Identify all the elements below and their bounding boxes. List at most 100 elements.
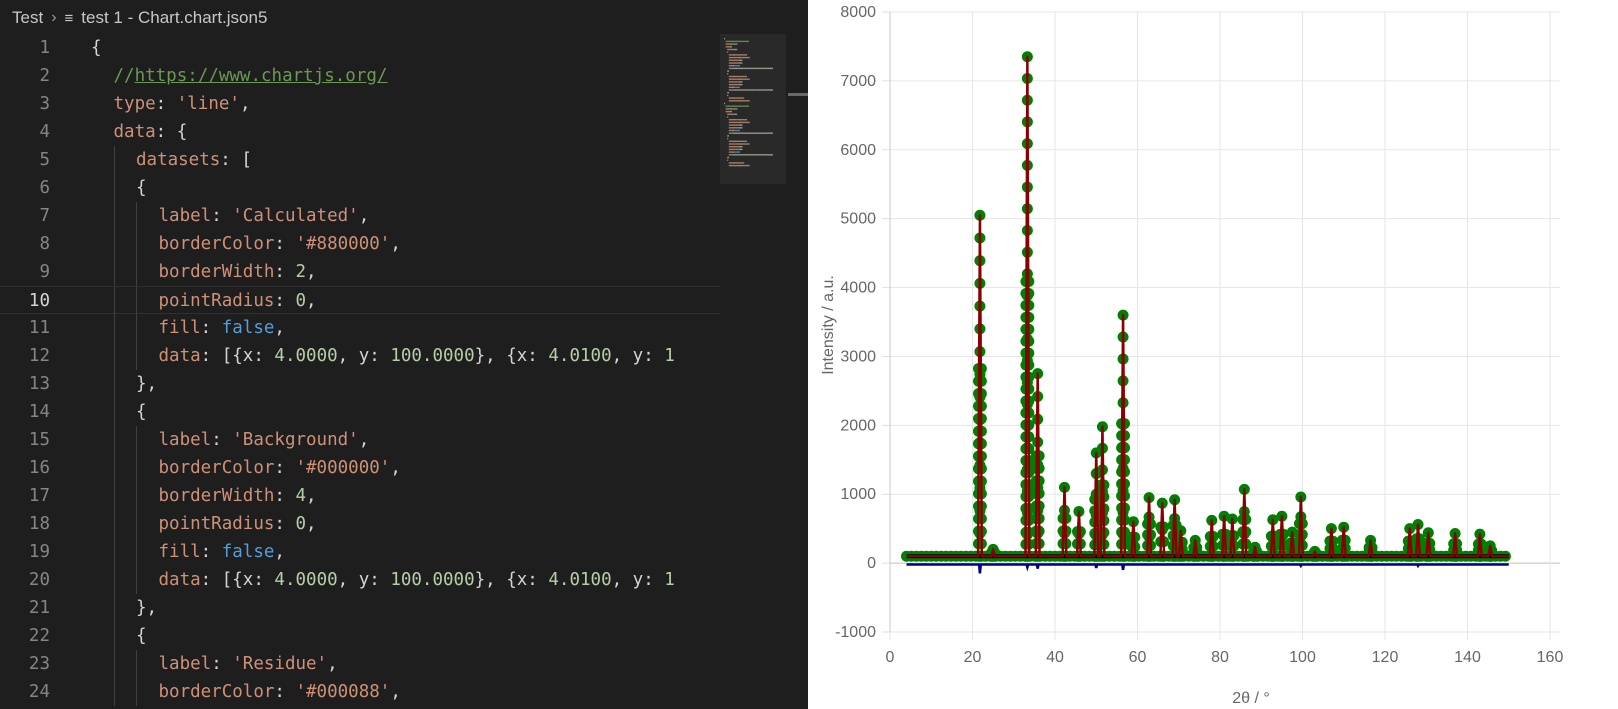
y-tick-label: 4000 bbox=[840, 280, 876, 297]
code-line[interactable]: 14 { bbox=[0, 398, 720, 426]
minimap-token bbox=[738, 132, 745, 134]
indent-guide bbox=[113, 314, 115, 342]
indent-guide bbox=[136, 482, 137, 510]
breadcrumb-file[interactable]: test 1 - Chart.chart.json5 bbox=[81, 8, 268, 27]
minimap[interactable] bbox=[720, 34, 786, 709]
indent-guide bbox=[113, 538, 115, 566]
x-tick-label: 40 bbox=[1046, 649, 1064, 666]
minimap-token bbox=[728, 146, 739, 148]
code-token: '#880000' bbox=[295, 234, 391, 254]
code-line[interactable]: 23 label: 'Residue', bbox=[0, 650, 720, 678]
scrollbar-thumb[interactable] bbox=[788, 93, 808, 96]
line-number: 15 bbox=[28, 430, 50, 450]
minimap-token bbox=[738, 56, 741, 59]
code-token: , y: bbox=[337, 570, 391, 590]
code-token: : bbox=[274, 514, 296, 534]
minimap-token bbox=[743, 162, 745, 164]
minimap-token bbox=[732, 65, 735, 67]
minimap-token bbox=[736, 108, 738, 110]
minimap-token bbox=[748, 121, 750, 124]
code-line[interactable]: 18 pointRadius: 0, bbox=[0, 510, 720, 538]
minimap-token bbox=[733, 54, 736, 56]
minimap-token bbox=[738, 67, 745, 70]
minimap-token bbox=[725, 110, 730, 113]
code-line[interactable]: 24 borderColor: '#000088', bbox=[0, 678, 720, 706]
code-text: pointRadius: 0, bbox=[159, 510, 317, 538]
indent-guide bbox=[136, 202, 137, 230]
code-line[interactable]: 10 pointRadius: 0, bbox=[0, 286, 720, 315]
code-line[interactable]: 1{ bbox=[0, 34, 720, 62]
code-token: : bbox=[274, 262, 296, 282]
code-token: borderWidth bbox=[158, 262, 275, 282]
code-line[interactable]: 12 data: [{x: 4.0000, y: 100.0000}, {x: 4… bbox=[0, 342, 720, 370]
observed-series bbox=[901, 51, 1511, 562]
minimap-token bbox=[738, 148, 741, 151]
code-token: fill bbox=[158, 318, 201, 338]
code-line[interactable]: 4 data: { bbox=[0, 118, 720, 146]
code-line[interactable]: 20 data: [{x: 4.0000, y: 100.0000}, {x: 4… bbox=[0, 566, 720, 594]
code-line[interactable]: 3 type: 'line', bbox=[0, 90, 720, 118]
minimap-token bbox=[738, 124, 741, 126]
code-line[interactable]: 13}, bbox=[0, 370, 720, 398]
code-line[interactable]: 5 datasets: [ bbox=[0, 146, 720, 174]
code-token: fill bbox=[158, 542, 201, 562]
minimap-token bbox=[732, 67, 739, 70]
code-line[interactable]: 16 borderColor: '#000000', bbox=[0, 454, 720, 482]
breadcrumb-folder[interactable]: Test bbox=[12, 8, 44, 27]
y-tick-label: 7000 bbox=[840, 73, 876, 90]
code-token: 100.0000 bbox=[390, 346, 475, 366]
code-line[interactable]: 15 label: 'Background', bbox=[0, 426, 720, 454]
code-line[interactable]: 19 fill: false, bbox=[0, 538, 720, 566]
minimap-token bbox=[755, 67, 763, 70]
minimap-token bbox=[735, 140, 746, 142]
minimap-token bbox=[725, 40, 728, 43]
code-token: , bbox=[239, 94, 251, 114]
code-token: : bbox=[211, 206, 233, 226]
code-line[interactable]: 2 //https://www.chartjs.org/ bbox=[0, 62, 720, 90]
code-line[interactable]: 22 { bbox=[0, 622, 720, 650]
code-token: '#000088' bbox=[295, 682, 391, 702]
code-token: , bbox=[306, 262, 317, 282]
code-token: , y: bbox=[337, 346, 391, 366]
minimap-token bbox=[748, 67, 756, 70]
code-token: , bbox=[358, 206, 370, 226]
line-number: 5 bbox=[39, 150, 50, 170]
code-line[interactable]: 21}, bbox=[0, 594, 720, 622]
code-token: : [ bbox=[220, 150, 252, 170]
code-line[interactable]: 6{ bbox=[0, 174, 720, 202]
indent-guide bbox=[113, 174, 115, 202]
code-line[interactable]: 11 fill: false, bbox=[0, 314, 720, 342]
chart-pane: -1000 0 1000 2000 3000 4000 5000 6000 7000 8000 0… bbox=[808, 0, 1618, 709]
minimap-token bbox=[767, 67, 772, 70]
code-line[interactable]: 7 label: 'Calculated', bbox=[0, 202, 720, 230]
y-tick-label: 1000 bbox=[840, 486, 876, 503]
code-token: label bbox=[158, 654, 212, 674]
chevron-right-icon: › bbox=[51, 9, 57, 26]
code-text: fill: false, bbox=[159, 314, 285, 342]
indent-guide bbox=[113, 230, 115, 258]
minimap-token bbox=[755, 132, 763, 134]
code-text: datasets: [ bbox=[136, 146, 252, 174]
code-token: borderColor bbox=[158, 682, 275, 702]
code-token: , bbox=[358, 430, 370, 450]
minimap-slider[interactable] bbox=[720, 34, 786, 184]
code-token: data bbox=[158, 570, 201, 590]
minimap-token bbox=[736, 43, 738, 45]
minimap-token bbox=[728, 62, 739, 64]
minimap-token bbox=[741, 146, 743, 148]
code-line[interactable]: 9 borderWidth: 2, bbox=[0, 258, 720, 286]
indent-guide bbox=[113, 146, 115, 174]
minimap-token bbox=[734, 48, 738, 51]
minimap-token bbox=[772, 154, 773, 156]
minimap-token bbox=[728, 86, 733, 88]
code-line[interactable]: 8 borderColor: '#880000', bbox=[0, 230, 720, 258]
minimap-token bbox=[728, 78, 739, 80]
minimap-token bbox=[733, 97, 736, 99]
code-editor[interactable]: 1{2//https://www.chartjs.org/3 type: 'lin… bbox=[0, 34, 720, 709]
minimap-token bbox=[731, 108, 737, 110]
minimap-token bbox=[725, 43, 730, 45]
minimap-token bbox=[728, 124, 739, 126]
code-line[interactable]: 17 borderWidth: 4, bbox=[0, 482, 720, 510]
minimap-token bbox=[728, 56, 739, 59]
indent-guide bbox=[113, 482, 115, 510]
